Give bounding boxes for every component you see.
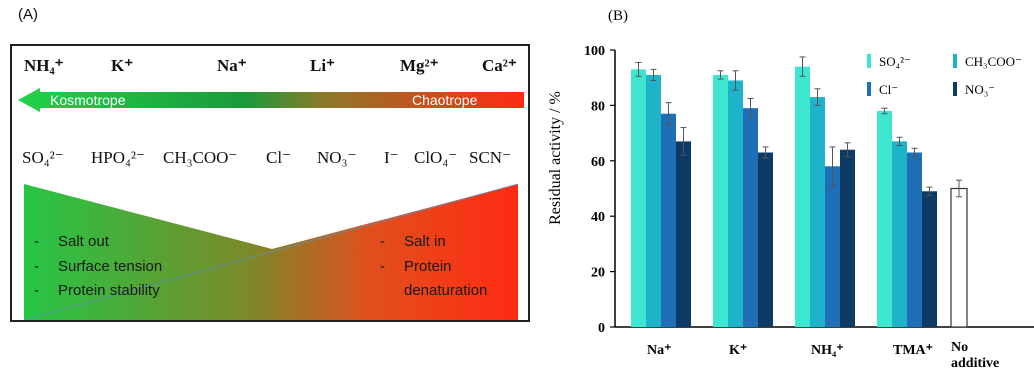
anion-ch3coo: CH₃COO⁻: [163, 148, 238, 167]
x-tick-label: TMA⁺: [893, 343, 933, 358]
legend-label: CH₃COO⁻: [965, 54, 1022, 69]
anion-hpo4: HPO₄²⁻: [91, 148, 146, 167]
bar: [950, 187, 968, 328]
x-tick-label: additive: [951, 356, 999, 371]
bar: [840, 149, 855, 327]
x-tick-label: K⁺: [729, 343, 747, 358]
x-tick-label: Na⁺: [647, 343, 672, 358]
bar: [907, 152, 922, 327]
hofmeister-series-panel: NH₄⁺ K⁺ Na⁺ Li⁺ Mg²⁺ Ca²⁺ Kosmotrope Cha…: [10, 44, 530, 322]
left-effects-list: - Salt out - Surface tension - Protein stab…: [34, 230, 162, 304]
legend-label: NO₃⁻: [965, 82, 995, 97]
y-axis-label: Residual activity / %: [547, 91, 564, 225]
bar: [825, 166, 840, 327]
y-tick-label: 40: [591, 210, 605, 225]
legend: SO₄²⁻ CH₃COO⁻ Cl⁻ NO₃⁻: [867, 54, 1022, 97]
legend-label: Cl⁻: [879, 82, 898, 97]
panel-a-label: (A): [18, 6, 38, 23]
left-effect-item: - Surface tension: [34, 257, 163, 275]
right-effect-item: denaturation: [404, 282, 488, 299]
bar: [743, 108, 758, 327]
cation-li: Li⁺: [310, 56, 336, 75]
bar: [795, 66, 810, 328]
legend-swatch: [953, 54, 957, 68]
anion-cl: Cl⁻: [266, 148, 292, 167]
anion-i: I⁻: [384, 148, 399, 167]
right-effect-item: - Protein: [380, 257, 452, 275]
bar: [728, 80, 743, 327]
y-tick-label: 20: [591, 266, 605, 281]
left-effect-item: - Protein stability: [34, 282, 160, 299]
bars: [631, 56, 968, 328]
residual-activity-chart: (B) Residual activity / % 0 20 40 60 80 100 N…: [540, 0, 1034, 374]
chaotrope-label: Chaotrope: [412, 92, 478, 108]
bar: [713, 74, 728, 328]
bar: [661, 113, 676, 328]
chart-svg: (B) Residual activity / % 0 20 40 60 80 100 N…: [547, 8, 1034, 371]
kosmotrope-chaotrope-arrow: [18, 88, 524, 112]
legend-label: SO₄²⁻: [879, 54, 911, 69]
anion-no3: NO₃⁻: [317, 148, 357, 167]
x-tick-label: No: [951, 340, 968, 355]
bar: [676, 141, 691, 327]
cation-k: K⁺: [111, 56, 134, 75]
y-tick-label: 0: [598, 321, 605, 336]
bar: [877, 110, 892, 327]
panel-b-label: (B): [608, 8, 628, 24]
legend-swatch: [867, 82, 871, 96]
y-tick-label: 80: [591, 99, 605, 114]
bar: [758, 152, 773, 327]
bar: [892, 141, 907, 327]
cation-ca: Ca²⁺: [482, 56, 517, 75]
x-tick-label: NH₄⁺: [811, 343, 844, 358]
y-tick-label: 60: [591, 155, 605, 170]
legend-swatch: [953, 82, 957, 96]
right-effects-list: - Salt in - Protein denaturation: [380, 230, 487, 304]
anion-so4: SO₄²⁻: [22, 148, 64, 167]
legend-swatch: [867, 54, 871, 68]
bar: [922, 191, 937, 327]
y-tick-label: 100: [584, 44, 605, 59]
left-effect-item: - Salt out: [34, 233, 109, 250]
cation-nh4: NH₄⁺: [24, 56, 64, 75]
bar: [631, 69, 646, 327]
cation-na: Na⁺: [217, 56, 247, 75]
cation-mg: Mg²⁺: [400, 56, 439, 75]
anion-clo4: ClO₄⁻: [414, 148, 458, 167]
effects-triangles: [24, 184, 518, 320]
bar: [646, 74, 661, 328]
right-effect-item: - Salt in: [380, 233, 446, 250]
anion-scn: SCN⁻: [469, 148, 512, 167]
kosmotrope-label: Kosmotrope: [50, 92, 126, 108]
bar: [810, 97, 825, 327]
